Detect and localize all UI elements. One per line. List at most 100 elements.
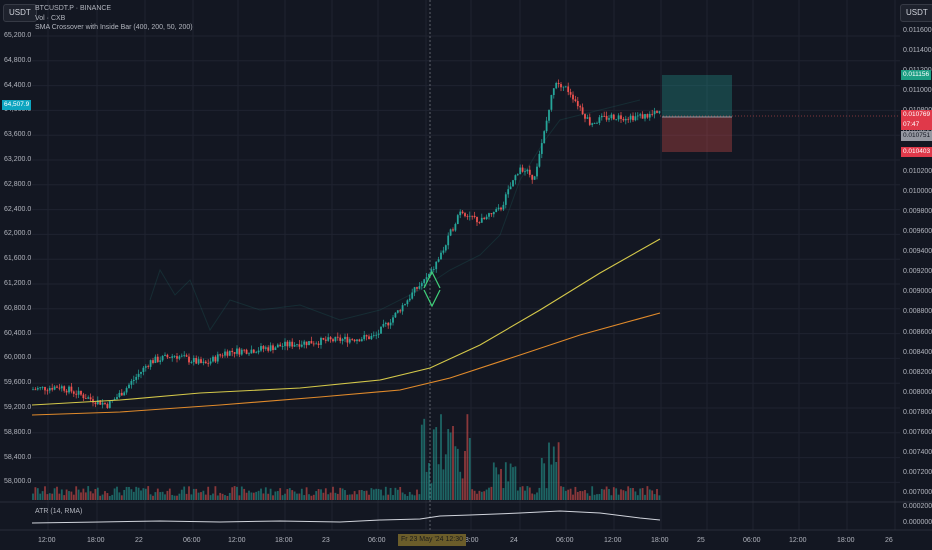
- candle-body: [483, 217, 486, 220]
- inside-bar-marker-up: [423, 270, 441, 289]
- candle-body: [536, 166, 538, 177]
- candle-body: [639, 114, 642, 116]
- time-axis-tick: 22: [135, 537, 143, 544]
- candle-body: [488, 213, 490, 217]
- candle-body: [634, 116, 637, 121]
- volume-bar: [36, 488, 39, 500]
- volume-bar: [101, 494, 104, 500]
- candle-body: [250, 349, 253, 354]
- right-unit-button[interactable]: USDT: [900, 4, 932, 22]
- volume-bar: [464, 451, 466, 500]
- volume-bar: [221, 493, 224, 500]
- volume-bar: [178, 493, 181, 500]
- right-axis-tick: 0.008400: [903, 348, 932, 356]
- volume-bar: [372, 489, 375, 500]
- volume-bar: [108, 495, 111, 500]
- volume-bar: [490, 486, 493, 500]
- time-axis-tick: 12:00: [789, 537, 807, 544]
- candle-body: [260, 346, 262, 351]
- candle-body: [588, 117, 591, 125]
- candle-body: [418, 286, 421, 289]
- candle-body: [123, 392, 126, 396]
- candle-body: [113, 399, 116, 401]
- candle-body: [262, 346, 265, 349]
- volume-bar: [363, 490, 366, 500]
- volume-bar: [591, 486, 594, 500]
- candle-body: [423, 279, 426, 284]
- candle-body: [516, 174, 519, 176]
- candle-body: [291, 341, 294, 347]
- candle-body: [468, 215, 471, 217]
- candle-body: [334, 336, 337, 342]
- volume-bar: [536, 492, 538, 500]
- time-axis-tick: 12:00: [38, 537, 56, 544]
- candle-body: [317, 343, 320, 345]
- volume-bar: [596, 494, 598, 500]
- candle-body: [132, 379, 135, 382]
- volume-bar: [452, 426, 454, 500]
- volume-bar: [521, 486, 524, 500]
- symbol-label[interactable]: BTCUSDT.P · BINANCE: [35, 5, 112, 12]
- candle-body: [596, 122, 598, 124]
- volume-bar: [495, 467, 498, 500]
- volume-bar: [562, 486, 565, 500]
- candle-body: [324, 339, 327, 341]
- volume-bar: [183, 486, 186, 500]
- indicator-label[interactable]: SMA Crossover with Inside Bar (400, 200,…: [35, 24, 193, 31]
- candle-body: [440, 252, 442, 260]
- volume-bar: [180, 489, 183, 500]
- volume-bar: [653, 494, 656, 500]
- volume-bar: [552, 446, 555, 500]
- candle-body: [648, 113, 651, 118]
- right-axis-tick: 0.011600: [903, 27, 932, 34]
- position-tool[interactable]: [660, 75, 900, 152]
- volume-bar: [204, 494, 207, 500]
- candle-body: [130, 381, 133, 385]
- candle-body: [296, 344, 298, 346]
- volume-bar: [116, 486, 118, 500]
- candle-body: [509, 186, 512, 190]
- time-axis-tick: 18:00: [461, 537, 479, 544]
- candle-body: [118, 392, 121, 398]
- volume-bar: [305, 487, 308, 500]
- volume-bar: [560, 486, 562, 500]
- candle-body: [375, 334, 378, 336]
- candle-body: [495, 209, 498, 213]
- candle-body: [41, 386, 44, 388]
- candle-body: [413, 287, 416, 293]
- candle-body: [185, 355, 188, 357]
- candle-body: [437, 259, 440, 262]
- candle-body: [128, 384, 130, 389]
- time-axis-tick: 06:00: [183, 537, 201, 544]
- left-axis-tick: 60,400.0: [4, 329, 32, 337]
- atr-label[interactable]: ATR (14, RMA): [35, 508, 83, 515]
- volume-bar: [68, 491, 70, 500]
- volume-bar: [396, 489, 399, 500]
- volume-bar: [440, 414, 442, 500]
- candle-body: [36, 388, 39, 390]
- candle-body: [312, 343, 315, 345]
- left-unit-button[interactable]: USDT: [3, 4, 37, 22]
- volume-bar: [516, 490, 519, 500]
- candle-body: [300, 344, 303, 347]
- volume-bar: [257, 490, 260, 500]
- volume-bar: [231, 487, 234, 500]
- candle-body: [267, 347, 270, 351]
- volume-bar: [387, 494, 390, 500]
- volume-label[interactable]: Vol · CXB: [35, 14, 66, 22]
- volume-bar: [622, 490, 625, 500]
- candle-body: [591, 123, 594, 125]
- candle-body: [524, 171, 526, 173]
- candle-body: [104, 402, 106, 404]
- left-axis-tick: 64,800.0: [4, 56, 32, 64]
- right-axis-tick: 0.009600: [903, 228, 932, 235]
- left-axis-tick: 58,800.0: [4, 428, 32, 436]
- volume-bar: [524, 490, 526, 500]
- volume-bar: [514, 466, 517, 500]
- volume-bar: [236, 486, 238, 500]
- candle-body: [507, 189, 510, 195]
- volume-bar: [476, 493, 478, 500]
- right-axis-tick: 0.008000: [903, 388, 932, 396]
- volume-bar: [504, 462, 507, 500]
